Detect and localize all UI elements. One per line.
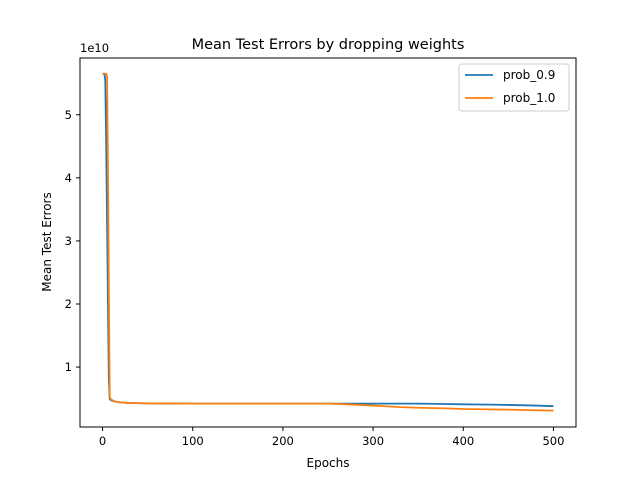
y-tick-label: 1 [65,360,72,374]
x-axis: 0 100 200 300 400 500 [99,427,564,448]
y-tick-label: 5 [65,108,72,122]
x-tick-label: 500 [542,434,564,448]
y-axis: 1 2 3 4 5 [65,108,80,374]
legend: prob_0.9 prob_1.0 [458,63,570,112]
y-tick-label: 4 [65,171,72,185]
plot-area-frame [79,57,577,428]
x-tick-label: 100 [182,434,204,448]
y-tick-label: 3 [65,234,72,248]
series-line-prob-1-0 [102,72,554,412]
x-tick-label: 300 [362,434,384,448]
x-tick-label: 0 [99,434,106,448]
x-axis-label: Epochs [307,456,350,470]
legend-label-prob-0-9: prob_0.9 [503,68,555,82]
x-tick-label: 400 [452,434,474,448]
y-axis-label: Mean Test Errors [40,192,54,291]
y-offset-label: 1e10 [80,41,109,55]
y-tick-label: 2 [65,297,72,311]
chart-title: Mean Test Errors by dropping weights [192,37,465,53]
plot-lines [102,72,554,412]
x-tick-label: 200 [272,434,294,448]
legend-label-prob-1-0: prob_1.0 [503,91,555,105]
